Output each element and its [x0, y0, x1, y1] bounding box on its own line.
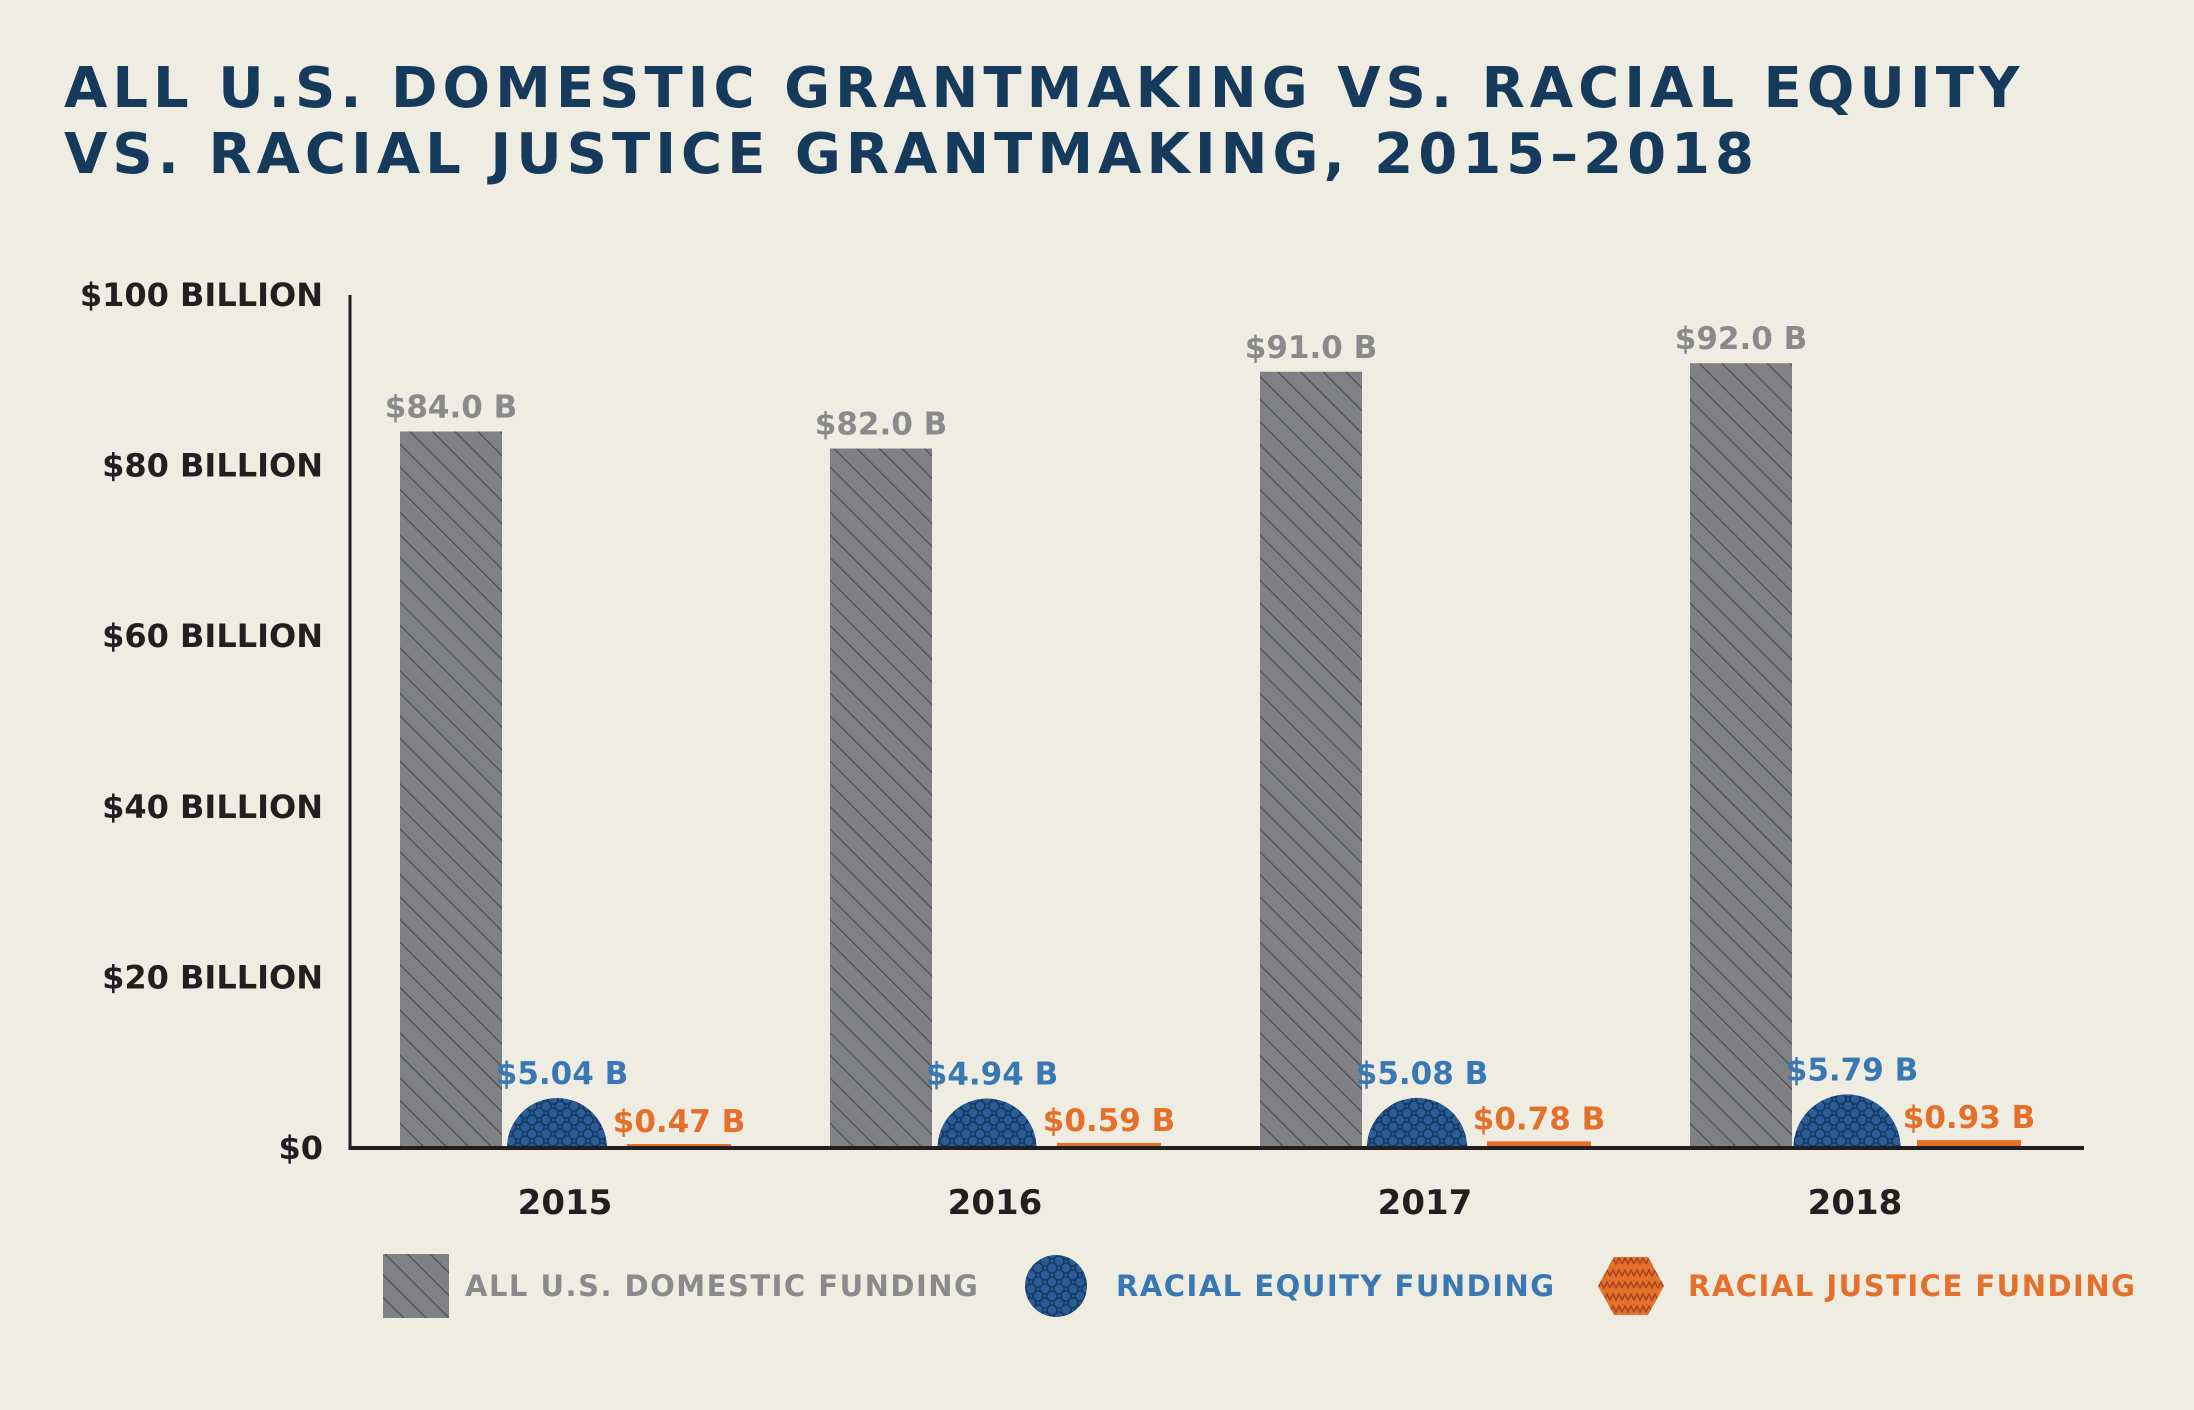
y-tick-label: $80 BILLION [102, 447, 323, 485]
x-axis: 2015 2016 2017 2018 [349, 1146, 2084, 1223]
data-label-all-domestic: $84.0 B [385, 389, 517, 425]
legend: ALL U.S. DOMESTIC FUNDING RACIAL EQUITY … [0, 1254, 2194, 1318]
legend-swatch-racial-justice [1598, 1257, 1664, 1315]
x-tick-label: 2018 [1808, 1183, 1903, 1223]
y-tick-label: $0 [278, 1129, 323, 1167]
bar-racial-justice [1917, 1140, 2021, 1148]
legend-item-all-domestic: ALL U.S. DOMESTIC FUNDING [383, 1254, 980, 1318]
data-label-racial-equity: $5.04 B [496, 1056, 628, 1092]
legend-item-racial-equity: RACIAL EQUITY FUNDING [1024, 1255, 1556, 1317]
legend-label-all-domestic: ALL U.S. DOMESTIC FUNDING [465, 1269, 980, 1303]
bar-racial-justice [1487, 1141, 1591, 1148]
y-tick-label: $40 BILLION [102, 788, 323, 826]
semicircle-racial-equity [1366, 1097, 1468, 1148]
chart-title-line-1: ALL U.S. DOMESTIC GRANTMAKING VS. RACIAL… [64, 56, 2025, 121]
data-label-all-domestic: $91.0 B [1245, 330, 1377, 366]
legend-swatch-all-domestic [383, 1254, 449, 1318]
semicircle-racial-equity [507, 1098, 607, 1148]
legend-item-racial-justice: RACIAL JUSTICE FUNDING [1598, 1256, 2136, 1316]
bar-all-domestic [1690, 363, 1792, 1148]
bar-chart: $0 $20 BILLION $40 BILLION $60 BILLION $80 B… [80, 276, 2084, 1223]
y-tick-label: $100 BILLION [80, 276, 323, 314]
x-tick-label: 2015 [518, 1183, 613, 1223]
data-label-racial-equity: $5.79 B [1786, 1052, 1918, 1088]
data-labels: $84.0 B $5.04 B $0.47 B $82.0 B $4.94 B $0.59… [385, 321, 2035, 1140]
semicircle-racial-equity [1793, 1094, 1901, 1148]
data-label-racial-justice: $0.78 B [1473, 1101, 1605, 1137]
data-label-all-domestic: $92.0 B [1675, 321, 1807, 357]
data-label-racial-equity: $4.94 B [926, 1056, 1058, 1092]
data-label-racial-justice: $0.59 B [1043, 1103, 1175, 1139]
legend-label-racial-equity: RACIAL EQUITY FUNDING [1116, 1269, 1556, 1303]
y-tick-label: $20 BILLION [102, 958, 323, 996]
legend-swatch-racial-equity [1025, 1255, 1087, 1317]
bar-all-domestic [830, 448, 932, 1148]
bar-racial-justice [1057, 1142, 1161, 1148]
bar-racial-justice [627, 1143, 731, 1148]
chart-title-line-2: VS. RACIAL JUSTICE GRANTMAKING, 2015–201… [64, 122, 1759, 187]
bar-all-domestic [400, 431, 502, 1149]
x-tick-label: 2017 [1378, 1183, 1473, 1223]
semicircle-racial-equity [937, 1098, 1037, 1148]
bar-all-domestic [1260, 371, 1362, 1148]
data-label-racial-justice: $0.93 B [1903, 1100, 2035, 1136]
data-label-racial-equity: $5.08 B [1356, 1056, 1488, 1092]
x-tick-label: 2016 [948, 1183, 1043, 1223]
legend-label-racial-justice: RACIAL JUSTICE FUNDING [1688, 1269, 2137, 1303]
data-label-racial-justice: $0.47 B [613, 1104, 745, 1140]
chart-title: ALL U.S. DOMESTIC GRANTMAKING VS. RACIAL… [64, 56, 2124, 188]
y-axis: $0 $20 BILLION $40 BILLION $60 BILLION $80 B… [80, 276, 352, 1167]
data-label-all-domestic: $82.0 B [815, 407, 947, 443]
bars [400, 363, 2021, 1149]
y-tick-label: $60 BILLION [102, 617, 323, 655]
